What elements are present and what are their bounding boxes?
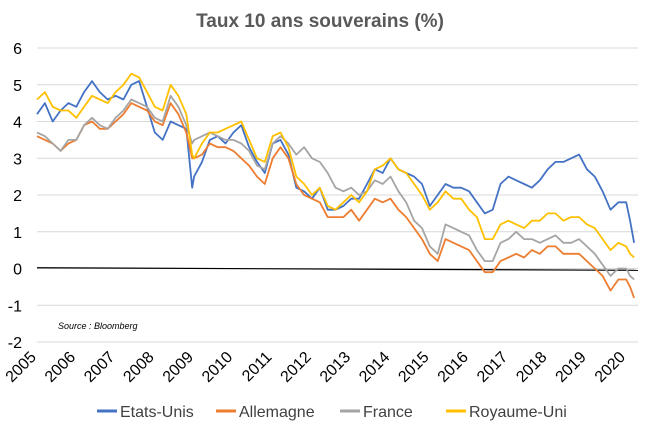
x-tick-label: 2005: [3, 349, 40, 386]
x-tick-label: 2011: [239, 349, 275, 385]
y-tick-label: 0: [13, 262, 22, 279]
legend-label: Allemagne: [239, 404, 315, 421]
x-axis: 2005 2006 2007 2008 2009 2010 2011 2012 2013 2014…: [3, 349, 629, 386]
x-tick-label: 2016: [435, 349, 472, 386]
y-tick-label: -2: [8, 335, 22, 352]
y-tick-label: 5: [13, 78, 22, 95]
x-tick-label: 2007: [81, 349, 118, 386]
y-tick-label: 4: [13, 115, 22, 132]
x-tick-label: 2012: [278, 349, 315, 386]
x-tick-label: 2008: [120, 349, 157, 386]
y-axis: -2 -1 0 1 2 3 4 5 6: [8, 41, 22, 352]
chart-title: Taux 10 ans souverains (%): [196, 11, 444, 32]
x-tick-label: 2006: [42, 349, 79, 386]
zero-line: [36, 267, 639, 271]
series-line: [36, 102, 635, 299]
x-tick-label: 2020: [592, 349, 629, 386]
x-tick-label: 2013: [317, 349, 354, 386]
series-line: [36, 94, 635, 281]
x-tick-label: 2018: [513, 349, 550, 386]
legend-label: France: [363, 404, 413, 421]
series-group: [36, 72, 635, 299]
y-tick-label: 2: [13, 188, 22, 205]
y-tick-label: -1: [8, 298, 22, 315]
legend-label: Etats-Unis: [120, 404, 194, 421]
x-tick-label: 2009: [160, 349, 197, 386]
legend-label: Royaume-Uni: [469, 404, 567, 421]
y-tick-label: 3: [13, 151, 22, 168]
y-tick-label: 6: [13, 41, 22, 58]
x-tick-label: 2019: [553, 349, 590, 386]
x-tick-label: 2010: [199, 349, 236, 386]
y-tick-label: 1: [13, 225, 22, 242]
legend: Etats-Unis Allemagne France Royaume-Uni: [97, 404, 567, 421]
series-line: [36, 72, 635, 259]
source-note: Source : Bloomberg: [58, 321, 138, 331]
x-tick-label: 2014: [356, 349, 393, 386]
x-tick-label: 2017: [474, 349, 511, 386]
x-tick-label: 2015: [395, 349, 432, 386]
